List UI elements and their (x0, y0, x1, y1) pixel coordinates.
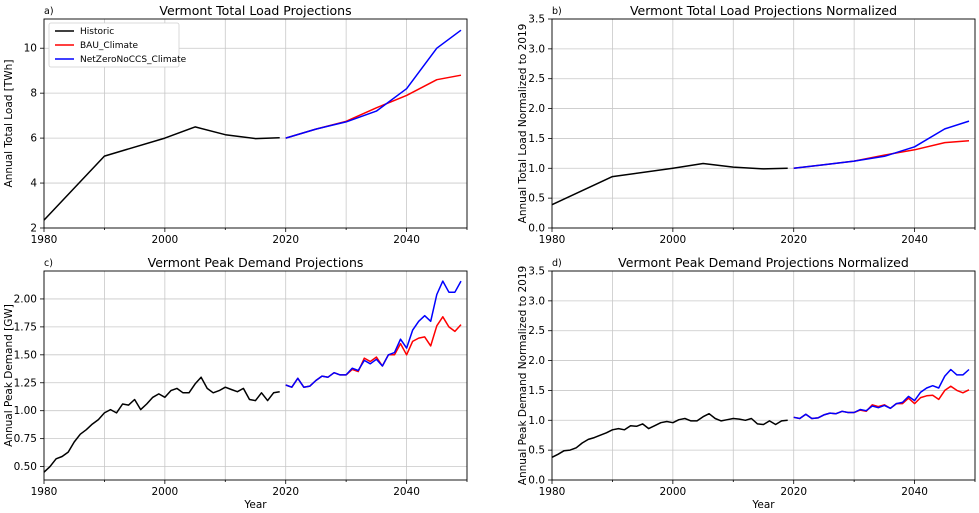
y-tick-label: 0.5 (528, 193, 545, 205)
y-tick-label: 0.50 (14, 461, 37, 473)
chart-title: Vermont Total Load Projections Normalize… (630, 3, 897, 18)
y-tick-label: 6 (30, 133, 37, 145)
legend: Historic BAU_Climate NetZeroNoCCS_Climate (48, 22, 187, 68)
y-tick-label: 2.5 (528, 73, 545, 85)
panel-d: 1980 2000 2020 2040 0.0 0.5 1.0 1.5 2.0 2.5 3.0 3.5… (517, 255, 976, 511)
y-tick-label: 2.0 (528, 355, 545, 367)
panel-label: b) (552, 6, 562, 17)
series-line-historic (551, 412, 788, 458)
x-axis-label: Year (751, 499, 775, 511)
x-tick-label: 2040 (901, 234, 928, 246)
y-tick-label: 1.5 (528, 133, 545, 145)
chart-title: Vermont Total Load Projections (159, 3, 351, 18)
legend-box (48, 22, 180, 68)
series-line-bau-climate (285, 316, 462, 388)
series-line-bau-climate (793, 385, 970, 420)
y-tick-label: 0.0 (528, 223, 545, 235)
y-tick-label: 4 (30, 178, 37, 190)
panel-c: 1980 2000 2020 2040 0.50 0.75 1.00 1.25 1.50 1.75… (3, 255, 468, 511)
x-tick-label: 2000 (659, 486, 686, 498)
y-tick-label: 10 (24, 43, 37, 55)
x-tick-label: 2020 (272, 486, 299, 498)
axes-frame (43, 18, 468, 229)
y-tick-label: 1.25 (14, 377, 37, 389)
x-tick-label: 2020 (272, 234, 299, 246)
y-tick-label: 8 (30, 88, 37, 100)
x-tick-label: 1980 (539, 234, 566, 246)
series-line-bau-climate (285, 74, 462, 139)
y-tick-label: 1.50 (14, 349, 37, 361)
x-tick-label: 1980 (31, 486, 58, 498)
grid-lines (551, 18, 976, 229)
series-line-netzeronoccs-climate (793, 120, 970, 170)
x-tick-label: 1980 (31, 234, 58, 246)
x-axis-label: Year (243, 499, 267, 511)
series-line-historic (551, 162, 788, 206)
y-axis-label: Annual Peak Demand [GW] (3, 304, 15, 447)
y-tick-label: 2.0 (528, 103, 545, 115)
x-tick-label: 2000 (151, 486, 178, 498)
y-tick-label: 2 (30, 223, 37, 235)
x-tick-label: 2000 (659, 234, 686, 246)
panel-b: 1980 2000 2020 2040 0.0 0.5 1.0 1.5 2.0 2.5 3.0 3.5… (517, 3, 976, 246)
y-axis-label: Annual Peak Demand Normalized to 2019 (517, 266, 529, 485)
y-tick-label: 3.5 (528, 14, 545, 26)
series-line-netzeronoccs-climate (285, 280, 462, 388)
series-line-netzeronoccs-climate (793, 368, 970, 420)
axes-frame (551, 270, 976, 481)
series-line-historic (43, 126, 280, 221)
y-tick-label: 1.5 (528, 385, 545, 397)
y-tick-label: 2.5 (528, 325, 545, 337)
series-line-netzeronoccs-climate (285, 29, 462, 139)
chart-title: Vermont Peak Demand Projections (148, 255, 364, 270)
y-axis-label: Annual Total Load Normalized to 2019 (517, 24, 529, 224)
y-tick-label: 2.00 (14, 293, 37, 305)
x-tick-label: 2020 (780, 486, 807, 498)
y-tick-label: 3.0 (528, 43, 545, 55)
series-line-bau-climate (793, 140, 970, 170)
y-tick-label: 0.5 (528, 445, 545, 457)
y-tick-label: 1.0 (528, 163, 545, 175)
panel-label: a) (44, 6, 54, 17)
grid-lines (43, 271, 468, 480)
y-tick-label: 3.0 (528, 295, 545, 307)
y-tick-label: 0.75 (14, 433, 37, 445)
y-tick-label: 0.0 (528, 475, 545, 487)
grid-lines (551, 270, 976, 481)
panel-label: c) (44, 258, 53, 269)
y-tick-label: 1.0 (528, 415, 545, 427)
legend-label: Historic (80, 27, 114, 37)
axes-frame (551, 18, 976, 229)
series-line-historic (43, 376, 280, 473)
y-axis-label: Annual Total Load [TWh] (3, 60, 15, 188)
y-tick-label: 1.00 (14, 405, 37, 417)
legend-label: BAU_Climate (80, 41, 139, 51)
x-tick-label: 2000 (151, 234, 178, 246)
y-tick-label: 3.5 (528, 266, 545, 278)
x-tick-label: 2040 (393, 234, 420, 246)
axes-frame (43, 270, 468, 481)
chart-title: Vermont Peak Demand Projections Normaliz… (618, 255, 909, 270)
x-tick-label: 2040 (901, 486, 928, 498)
x-tick-label: 2020 (780, 234, 807, 246)
x-tick-label: 1980 (539, 486, 566, 498)
panel-a: 1980 2000 2020 2040 2 4 6 8 10 Vermont Total Load… (3, 3, 468, 246)
legend-label: NetZeroNoCCS_Climate (80, 55, 187, 65)
x-tick-label: 2040 (393, 486, 420, 498)
panel-label: d) (552, 258, 562, 269)
y-tick-label: 1.75 (14, 321, 37, 333)
